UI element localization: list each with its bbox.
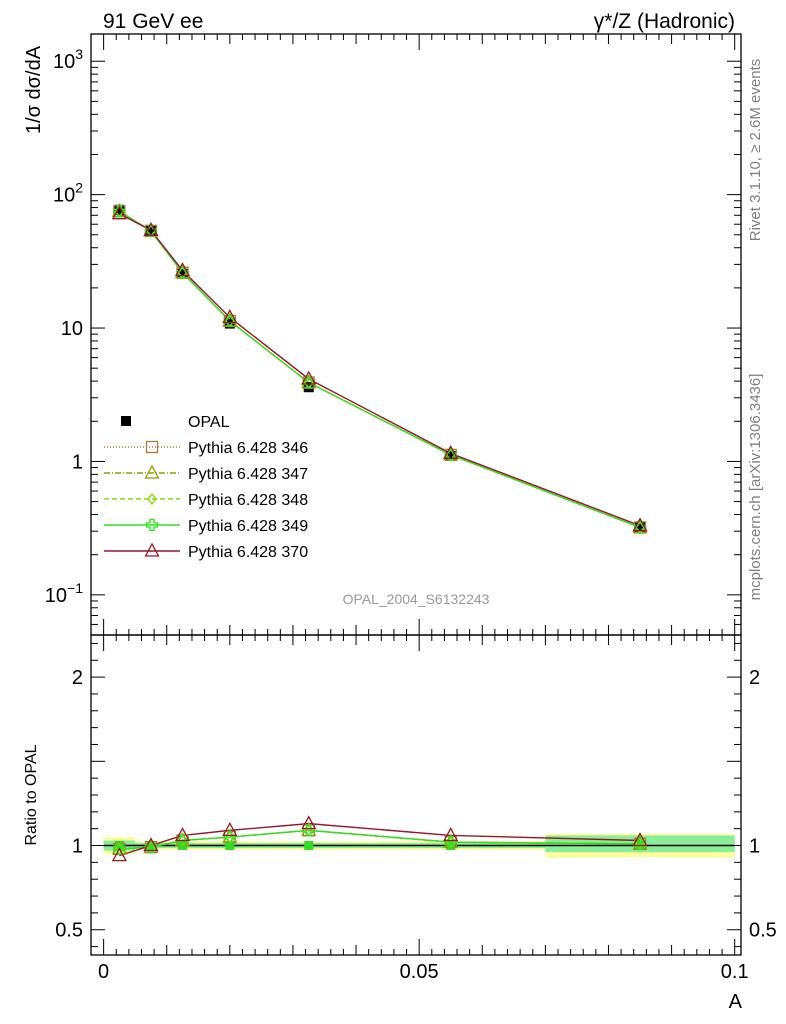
y-tick-label: 10	[61, 318, 83, 340]
series-marker	[301, 370, 317, 385]
legend-label: Pythia 6.428 349	[188, 518, 308, 535]
ratio-y-tick-label: 1	[72, 836, 83, 858]
legend-marker	[121, 416, 131, 426]
ratio-panel: 0.5 0.5 1 1 2 2 0 0.05 0.1	[55, 634, 777, 983]
ratio-series-marker	[222, 822, 238, 837]
series-marker	[222, 309, 238, 324]
ratio-data-point	[114, 841, 124, 851]
ratio-ylabel: Ratio to OPAL	[23, 744, 40, 845]
ratio-y-tick-label: 0.5	[55, 920, 83, 942]
watermark: OPAL_2004_S6132243	[343, 591, 490, 607]
ratio-series-marker	[174, 827, 191, 842]
data-point	[114, 204, 125, 215]
ratio-y-tick-label: 0.5	[749, 920, 777, 942]
ratio-series-marker	[143, 837, 159, 852]
ratio-series-marker	[111, 847, 127, 862]
data-point	[445, 450, 456, 461]
legend-label: OPAL	[188, 414, 230, 431]
legend-marker	[144, 542, 160, 557]
series-marker	[174, 262, 191, 277]
legend-label: Pythia 6.428 348	[188, 492, 308, 509]
x-tick-label: 0.1	[721, 961, 749, 983]
legend: OPAL Pythia 6.428 346 Pythia 6.428 347 Pyth…	[104, 414, 308, 561]
data-point	[145, 225, 156, 236]
ratio-series-marker	[633, 837, 647, 850]
series-marker	[444, 448, 457, 462]
legend-marker	[147, 492, 157, 506]
data-point	[177, 268, 188, 279]
series-marker	[633, 521, 647, 534]
x-tick-label: 0	[98, 961, 109, 983]
series-marker	[144, 224, 158, 238]
ratio-frame	[90, 634, 742, 956]
series-marker	[223, 314, 236, 328]
mcplots-label: mcplots.cern.ch [arXiv:1306.3436]	[747, 374, 764, 601]
series-marker	[111, 205, 127, 220]
series-marker	[632, 517, 648, 532]
data-point	[224, 318, 235, 329]
ratio-series-marker	[301, 815, 317, 830]
data-point	[635, 522, 646, 533]
ratio-xlabel: A	[729, 991, 743, 1013]
legend-label: Pythia 6.428 346	[188, 440, 308, 457]
ratio-series-marker	[144, 841, 158, 854]
header-right: γ*/Z (Hadronic)	[594, 10, 735, 33]
series-marker	[143, 221, 159, 236]
series-marker	[443, 444, 459, 459]
ratio-y-tick-label: 2	[72, 667, 83, 689]
y-tick-label: 103	[53, 46, 83, 73]
legend-marker	[144, 464, 160, 479]
ratio-data-point	[304, 841, 314, 851]
y-tick-label: 102	[53, 180, 83, 207]
ratio-data-point	[446, 841, 456, 851]
ratio-y-tick-label: 1	[749, 836, 760, 858]
ratio-data-point	[225, 841, 235, 851]
legend-label: Pythia 6.428 347	[188, 466, 308, 483]
header-left: 91 GeV ee	[103, 10, 203, 33]
y-tick-label: 1	[72, 451, 83, 473]
series-marker	[302, 376, 315, 389]
y-tick-label: 10−1	[45, 580, 83, 607]
legend-marker	[145, 518, 159, 532]
ratio-series-marker	[443, 827, 459, 842]
rivet-label: Rivet 3.1.10, ≥ 2.6M events	[747, 59, 764, 242]
main-panel: 10−1 1 10 102 103	[45, 33, 742, 636]
legend-marker	[145, 440, 159, 454]
ratio-series-marker	[113, 842, 126, 856]
legend-label: Pythia 6.428 370	[188, 544, 308, 561]
x-tick-label: 0.05	[400, 961, 439, 983]
ratio-series-marker	[632, 832, 648, 847]
ratio-data-point	[146, 841, 156, 851]
main-ylabel: 1/σ dσ/dA	[23, 45, 45, 134]
ratio-y-tick-label: 2	[749, 667, 760, 689]
series-marker	[176, 266, 189, 279]
